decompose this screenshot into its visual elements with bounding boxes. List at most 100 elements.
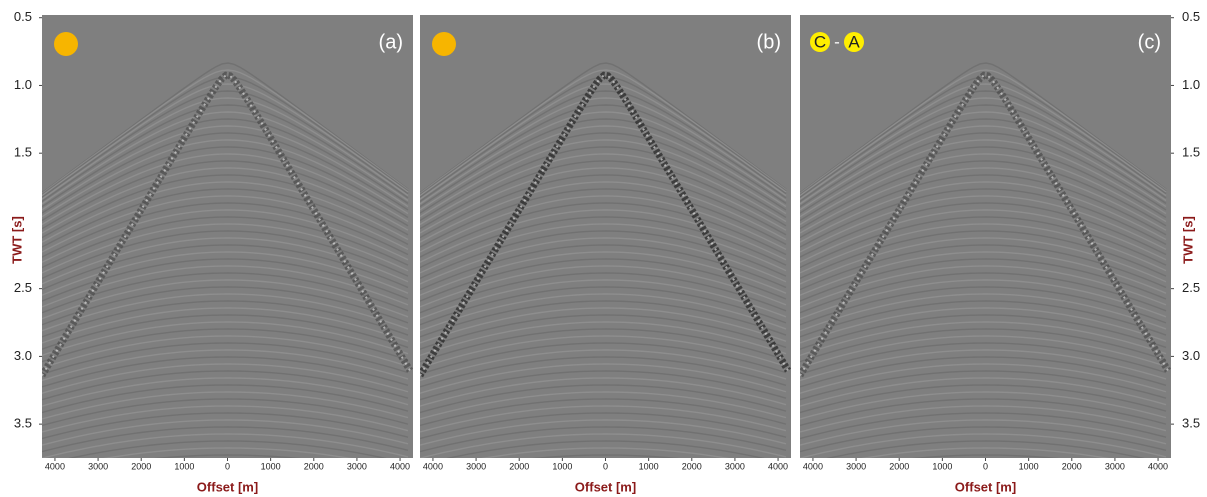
reflection <box>420 202 787 258</box>
reflection <box>42 412 409 440</box>
reflection <box>800 391 1167 420</box>
reflection <box>420 132 787 214</box>
reflection <box>420 335 787 369</box>
reflection <box>42 244 409 291</box>
x-tick-label: 3000 <box>347 461 367 471</box>
reflection <box>42 90 409 198</box>
marker-label: - <box>834 32 840 51</box>
reflection <box>800 286 1167 326</box>
x-tick-label: 3000 <box>88 461 108 471</box>
x-tick-label: 1000 <box>932 461 952 471</box>
reflection <box>800 384 1167 414</box>
reflection <box>420 370 787 401</box>
x-tick-label: 4000 <box>803 461 823 471</box>
reflection <box>42 139 409 218</box>
reflection <box>800 321 1167 357</box>
reflection <box>42 286 409 326</box>
reflection <box>800 167 1167 234</box>
x-tick-label: 0 <box>603 461 608 471</box>
reflection <box>42 377 409 407</box>
reflection <box>826 440 1145 458</box>
reflection <box>42 391 409 420</box>
reflection <box>800 237 1167 285</box>
reflection <box>68 440 387 458</box>
seismic-texture <box>800 62 1171 458</box>
reflection <box>800 349 1167 382</box>
x-axis-label: Offset [m] <box>575 479 636 494</box>
reflection <box>42 69 409 194</box>
x-tick-label: 4000 <box>1148 461 1168 471</box>
x-tick-label: 3000 <box>725 461 745 471</box>
reflection <box>42 153 409 226</box>
reflection <box>911 454 1060 458</box>
reflection <box>420 307 787 344</box>
reflection <box>800 174 1167 239</box>
reflection <box>420 293 787 332</box>
reflection <box>420 419 787 446</box>
reflection <box>42 426 409 453</box>
y-tick-label: 2.5 <box>1182 280 1200 295</box>
reflection <box>420 433 787 458</box>
reflection <box>800 160 1167 230</box>
reflection <box>800 146 1167 222</box>
panel-label: (b) <box>757 31 781 53</box>
reflection <box>420 111 787 205</box>
seismic-texture <box>420 62 791 458</box>
reflection <box>800 188 1167 248</box>
x-tick-label: 4000 <box>768 461 788 471</box>
reflection <box>420 244 787 291</box>
first-arrival-hi <box>800 74 1169 377</box>
reflection <box>420 321 787 357</box>
reflection <box>102 447 353 458</box>
reflection <box>420 209 787 263</box>
x-tick-label: 2000 <box>1062 461 1082 471</box>
reflection <box>42 300 409 338</box>
reflection <box>42 328 409 363</box>
reflection <box>42 405 409 433</box>
reflection <box>42 216 409 269</box>
reflection <box>800 433 1167 458</box>
y-tick-label: 1.5 <box>1182 145 1200 160</box>
marker-label: A <box>848 32 860 51</box>
reflection <box>42 265 409 308</box>
reflection <box>42 419 409 446</box>
reflection <box>42 174 409 239</box>
reflection <box>153 454 302 458</box>
reflection <box>800 342 1167 375</box>
reflection <box>420 384 787 414</box>
reflection <box>446 440 765 458</box>
reflection <box>42 104 409 202</box>
reflection <box>800 363 1167 394</box>
reflection <box>42 209 409 263</box>
reflection <box>800 90 1167 198</box>
reflection <box>800 209 1167 263</box>
reflection <box>420 195 787 253</box>
marker-label: C <box>814 32 826 51</box>
reflection <box>800 426 1167 453</box>
y-tick-label: 3.5 <box>1182 416 1200 431</box>
reflection <box>420 300 787 338</box>
reflection <box>42 202 409 258</box>
reflection <box>800 356 1167 388</box>
reflection <box>420 356 787 388</box>
x-tick-label: 1000 <box>261 461 281 471</box>
reflection <box>42 279 409 320</box>
reflection <box>420 118 787 208</box>
x-tick-label: 3000 <box>1105 461 1125 471</box>
panel-label: (a) <box>379 31 403 53</box>
x-axis-label: Offset [m] <box>197 479 258 494</box>
reflection <box>800 272 1167 314</box>
reflection <box>420 139 787 218</box>
reflection <box>800 104 1167 202</box>
reflection <box>42 335 409 369</box>
reflection <box>800 335 1167 369</box>
reflection <box>420 426 787 453</box>
x-tick-label: 2000 <box>304 461 324 471</box>
reflection <box>420 405 787 433</box>
reflection <box>800 118 1167 208</box>
y-tick-label: 0.5 <box>14 9 32 24</box>
y-tick-label: 1.5 <box>14 145 32 160</box>
reflection <box>420 146 787 222</box>
reflection <box>800 314 1167 350</box>
reflection <box>420 223 787 274</box>
